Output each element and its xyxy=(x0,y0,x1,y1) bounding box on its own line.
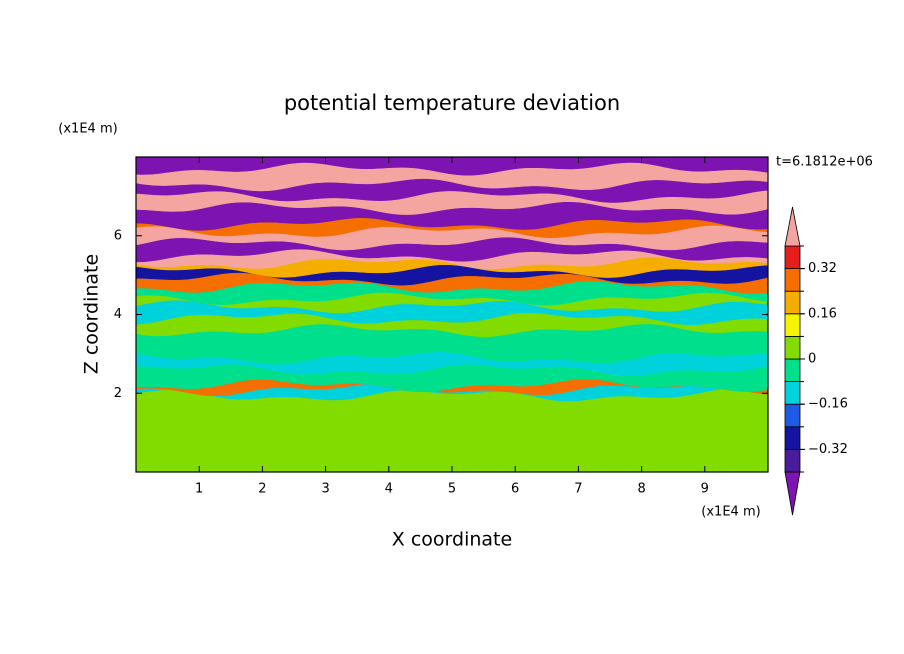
x-tick-label: 2 xyxy=(258,482,266,497)
colorbar-box xyxy=(784,381,801,405)
x-axis-label: X coordinate xyxy=(392,529,512,551)
x-unit: (x1E4 m) xyxy=(701,505,760,520)
time-label: t=6.1812e+06 xyxy=(776,155,873,170)
colorbar-box xyxy=(784,426,801,450)
colorbar-tick-label: 0 xyxy=(808,352,816,367)
colorbar-box xyxy=(784,448,801,473)
x-tick-label: 4 xyxy=(385,482,393,497)
colorbar-tick-label: −0.32 xyxy=(808,442,848,457)
colorbar-box xyxy=(784,358,801,383)
x-tick-label: 5 xyxy=(448,482,456,497)
colorbar-box xyxy=(784,313,801,337)
y-tick-label: 4 xyxy=(114,307,122,322)
x-tick-label: 7 xyxy=(574,482,582,497)
contour-field xyxy=(135,156,769,473)
x-tick-label: 9 xyxy=(701,482,709,497)
y-unit: (x1E4 m) xyxy=(58,122,117,137)
colorbar-tick-label: 0.16 xyxy=(808,306,837,321)
colorbar-box xyxy=(784,290,801,315)
colorbar-box xyxy=(784,335,801,360)
x-tick-label: 8 xyxy=(637,482,645,497)
colorbar-box xyxy=(784,245,801,270)
colorbar-box xyxy=(784,268,801,292)
y-tick-label: 6 xyxy=(114,228,122,243)
chart-title: potential temperature deviation xyxy=(284,91,620,115)
y-axis-label: Z coordinate xyxy=(81,254,103,374)
y-tick-label: 2 xyxy=(114,386,122,401)
colorbar-tick-label: 0.32 xyxy=(808,261,837,276)
x-tick-label: 6 xyxy=(511,482,519,497)
colorbar-tick-label: −0.16 xyxy=(808,397,848,412)
x-tick-label: 1 xyxy=(195,482,203,497)
colorbar-low xyxy=(784,471,801,516)
colorbar-box xyxy=(784,403,801,428)
colorbar-high xyxy=(784,206,801,247)
contour-band xyxy=(135,388,769,473)
x-tick-label: 3 xyxy=(321,482,329,497)
